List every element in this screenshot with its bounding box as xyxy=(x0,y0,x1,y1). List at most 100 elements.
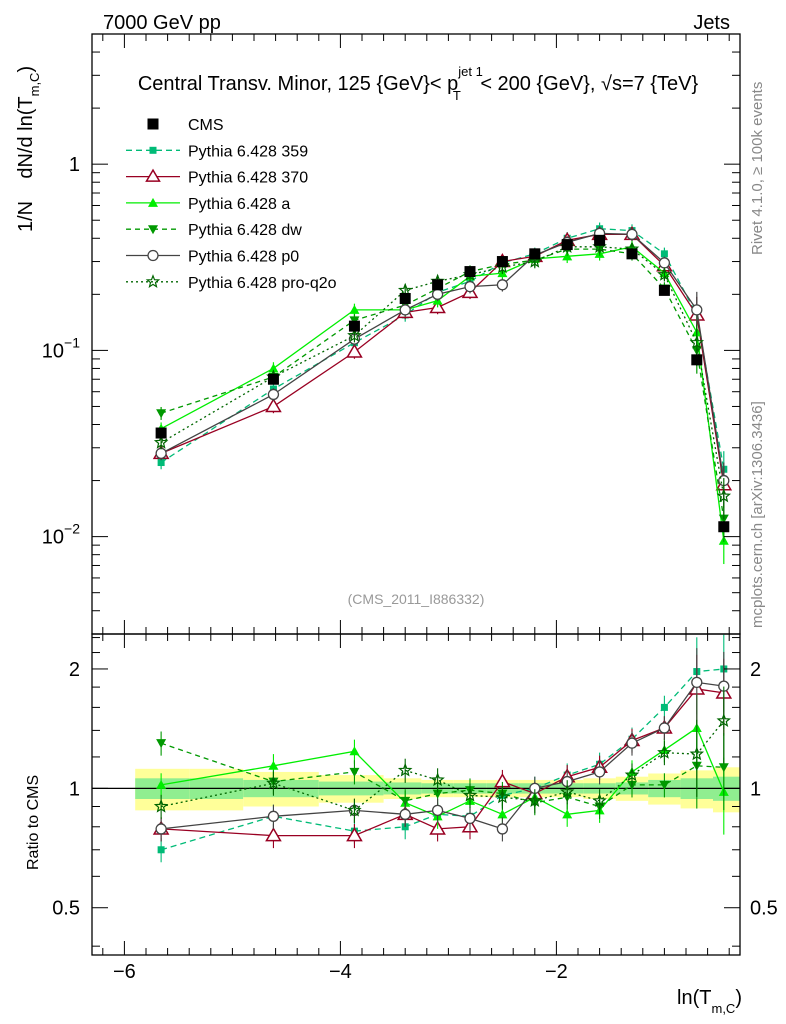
ratio-series-pa xyxy=(156,693,729,835)
ratio-line xyxy=(161,681,724,830)
ratio-point xyxy=(349,746,360,756)
ratio-series-pp0 xyxy=(155,648,730,842)
ratio-point xyxy=(691,676,703,689)
legend-label: Pythia 6.428 pro-q2o xyxy=(188,275,337,292)
point xyxy=(431,288,444,300)
ratio-point xyxy=(399,808,411,820)
point xyxy=(349,304,360,314)
series-p370 xyxy=(152,225,733,508)
ratio-point xyxy=(267,810,280,822)
point xyxy=(155,447,167,460)
title-sub: T xyxy=(453,88,461,103)
point xyxy=(496,279,509,291)
point xyxy=(347,328,362,342)
ratio-point xyxy=(658,722,671,734)
ratio-point xyxy=(562,809,573,819)
ratio-y-tick-label-right: 2 xyxy=(750,659,761,681)
ratio-y-tick-label: 0.5 xyxy=(52,898,80,920)
y-tick-label: 10−2 xyxy=(42,521,80,549)
legend-marker xyxy=(147,249,159,262)
ratio-point xyxy=(347,802,362,817)
legend-label: Pythia 6.428 dw xyxy=(188,222,302,239)
point xyxy=(157,459,165,467)
ratio-point xyxy=(397,762,413,777)
ratio-frame xyxy=(91,633,741,956)
cms-point xyxy=(155,427,167,439)
point xyxy=(689,335,705,349)
ratio-point xyxy=(268,760,279,770)
svg-text:1/N dN/d ln(Tm,C): 1/N dN/d ln(Tm,C) xyxy=(15,66,42,232)
header-left: 7000 GeV pp xyxy=(103,12,221,34)
y-tick-label: 1 xyxy=(69,154,80,176)
point xyxy=(562,251,573,261)
ratio-point xyxy=(156,779,167,789)
point xyxy=(716,488,732,503)
legend-label: CMS xyxy=(188,117,224,134)
ratio-point xyxy=(657,745,672,759)
series-pp0 xyxy=(155,227,730,504)
header-right: Jets xyxy=(693,12,730,34)
main-series-layer xyxy=(152,222,733,565)
ratio-point xyxy=(431,804,444,817)
cms-point xyxy=(691,354,703,366)
ratio-point xyxy=(716,713,732,728)
ratio-point xyxy=(527,793,543,808)
ratio-point xyxy=(496,823,509,835)
ratio-point xyxy=(349,767,360,777)
ratio-point xyxy=(153,798,169,813)
legend-label: Pythia 6.428 a xyxy=(188,196,290,213)
ratio-line xyxy=(160,668,724,851)
legend-item: Pythia 6.428 dw xyxy=(126,222,302,239)
legend-marker xyxy=(145,168,161,182)
cms-point xyxy=(529,248,541,260)
ratio-point xyxy=(156,739,167,749)
ratio-series-p370 xyxy=(152,654,733,849)
ratio-point xyxy=(593,766,606,778)
point xyxy=(527,253,543,268)
title-sup: jet 1 xyxy=(457,64,483,79)
ratio-point xyxy=(155,823,167,835)
ratio-point xyxy=(346,827,363,842)
ratio-point xyxy=(495,789,510,804)
ratio-point xyxy=(157,846,165,854)
point xyxy=(265,397,282,413)
ratio-point xyxy=(624,767,640,782)
ratio-point xyxy=(559,784,575,799)
y-axis-label-main: 1/N dN/d ln(Tm,C) xyxy=(15,66,42,232)
legend-item: Pythia 6.428 a xyxy=(126,196,290,213)
point xyxy=(626,228,638,240)
ratio-point xyxy=(659,780,670,790)
point xyxy=(691,304,703,316)
ratio-point xyxy=(462,787,478,802)
legend-marker xyxy=(148,225,158,235)
legend-item: CMS xyxy=(147,117,224,134)
legend-item: Pythia 6.428 370 xyxy=(126,168,308,187)
cms-point xyxy=(267,373,279,385)
cms-point xyxy=(718,521,730,533)
cms-point xyxy=(496,256,508,268)
ratio-y-tick-label: 1 xyxy=(69,778,80,800)
ratio-point xyxy=(592,793,607,808)
legend-item: Pythia 6.428 p0 xyxy=(126,249,299,266)
cms-point xyxy=(348,320,360,332)
ratio-point xyxy=(400,796,411,806)
ratio-point xyxy=(718,763,729,773)
point xyxy=(268,363,279,373)
point xyxy=(399,304,411,316)
series-cms xyxy=(155,234,730,533)
cms-point xyxy=(464,266,476,278)
series-line xyxy=(160,232,725,481)
legend-label: Pythia 6.428 370 xyxy=(188,170,308,187)
series-line xyxy=(160,233,725,485)
ratio-point xyxy=(432,789,443,799)
title-part1: Central Transv. Minor, 125 {GeV}< p xyxy=(138,73,458,95)
legend-item: Pythia 6.428 359 xyxy=(126,143,308,160)
ratio-point xyxy=(497,809,508,819)
legend-marker xyxy=(147,118,159,130)
y-tick-label: 10−1 xyxy=(42,334,80,362)
cms-point xyxy=(432,279,444,291)
ratio-point xyxy=(265,827,282,842)
ratio-line xyxy=(160,720,725,812)
analysis-label: (CMS_2011_I886332) xyxy=(348,591,485,607)
